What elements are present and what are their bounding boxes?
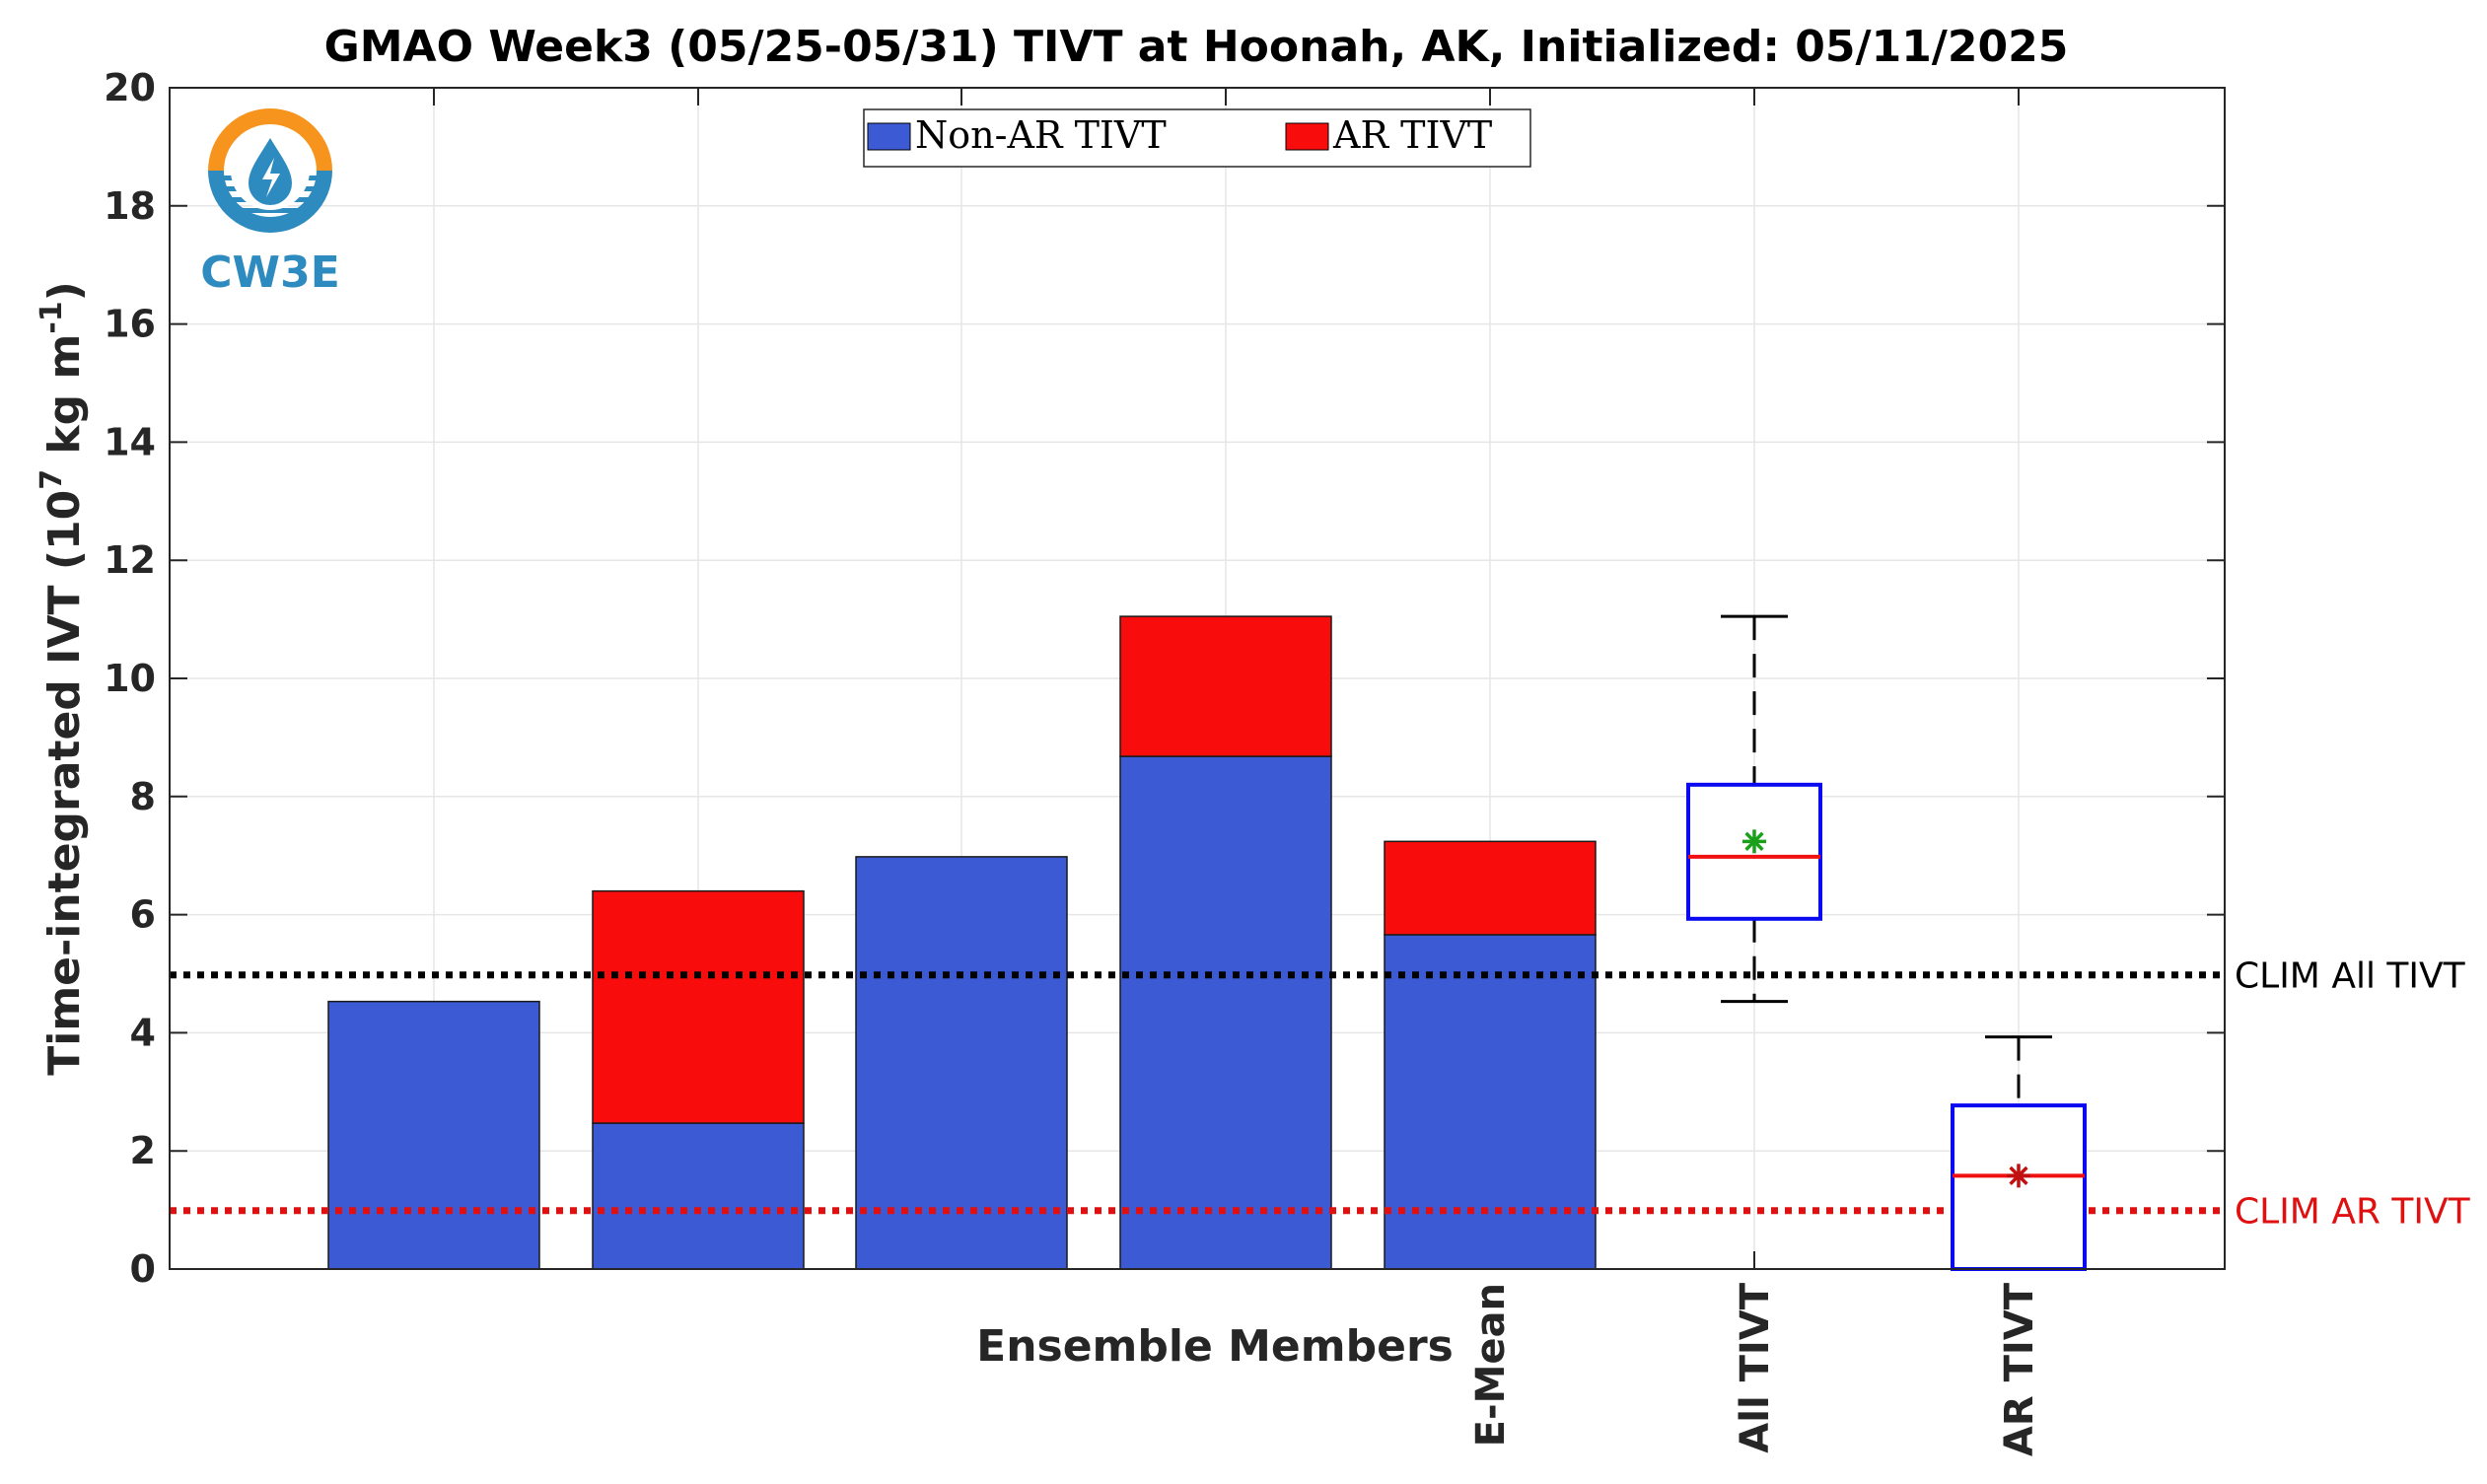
logo-ring-top [208,108,332,171]
legend-label-non-ar: Non-AR TIVT [915,113,1167,157]
bar-non-ar-tivt [1119,755,1332,1270]
legend-swatch-non-ar [867,122,911,151]
y-axis-label-exponent: 7 [35,469,69,490]
plot-frame [169,87,2226,1270]
reference-lines: CLIM All TIVT CLIM AR TIVT [170,956,2471,1233]
clim-reference-label: CLIM AR TIVT [2235,1192,2471,1233]
x-category-label: All TIVT [1733,1282,1778,1452]
boxplots [1686,614,2087,1272]
bar-ar-tivt [1119,615,1332,757]
chart-title: GMAO Week3 (05/25-05/31) TIVT at Hoonah,… [324,22,2069,72]
x-category-label: AR TIVT [1997,1282,2042,1456]
logo-wave-4 [234,208,307,213]
logo-text: CW3E [200,247,340,298]
y-axis-label: Time-integrated IVT (107 kg m-1) [35,281,90,1076]
y-tick-label: 12 [104,538,156,582]
mean-marker-stroke [1744,831,1764,851]
bar-non-ar-tivt [855,856,1068,1270]
y-tick-label: 2 [130,1129,156,1172]
legend-swatch-ar [1285,122,1329,151]
y-tick-label: 6 [130,893,156,937]
logo-ring-bottom [208,171,332,233]
y-tick-label: 20 [104,66,156,109]
boxplot-mean-marker [2007,1164,2030,1188]
bar-non-ar-tivt [592,1122,805,1270]
boxplot-mean-marker [1742,829,1766,854]
legend-label-ar: AR TIVT [1332,113,1492,157]
y-tick-label: 0 [130,1247,156,1291]
y-tick-label: 8 [130,775,156,818]
bar-ar-tivt [1384,840,1597,936]
bar-non-ar-tivt [1384,934,1597,1270]
x-category-label: E-Mean [1468,1283,1514,1447]
legend: Non-AR TIVT AR TIVT [863,108,1531,168]
bars [327,615,1597,1270]
y-axis-ticks: 0 2 4 6 8 10 12 14 16 18 20 [104,66,2225,1291]
x-axis-labels: E-Mean All TIVT AR TIVT [1468,1282,2042,1456]
bar-non-ar-tivt [327,1000,540,1270]
x-axis-label: Ensemble Members [976,1321,1454,1372]
y-tick-label: 16 [104,303,156,346]
y-tick-label: 18 [104,184,156,228]
clim-reference-label: CLIM All TIVT [2235,956,2466,997]
y-tick-label: 14 [104,420,156,463]
cw3e-logo: CW3E [200,108,340,298]
y-tick-label: 10 [104,657,156,700]
bar-ar-tivt [592,889,805,1124]
bolt-icon [262,158,280,197]
mean-marker-stroke [2009,1166,2028,1185]
legend-box [863,108,1531,168]
y-tick-label: 4 [130,1011,156,1054]
y-axis-label-unit-exponent: -1 [35,301,69,333]
